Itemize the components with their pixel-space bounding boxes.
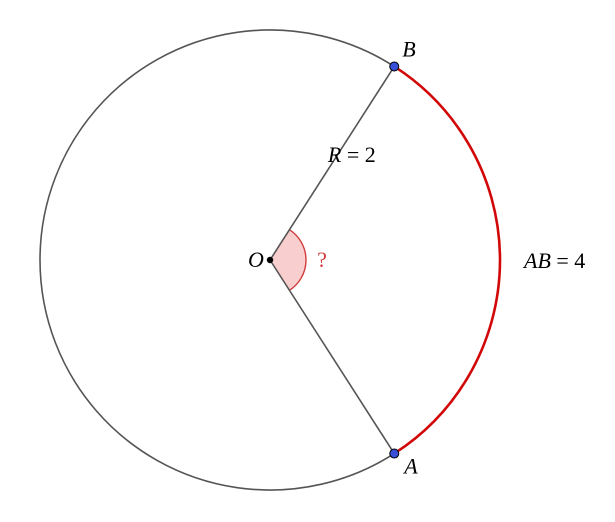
label-O: O — [248, 247, 264, 272]
label-R-equals: R = 2 — [327, 142, 376, 167]
label-A: A — [402, 454, 418, 479]
point-A — [390, 449, 399, 458]
radius-OA — [270, 260, 394, 454]
arc-AB — [394, 66, 500, 453]
label-AB-equals: AB = 4 — [522, 248, 585, 273]
angle-question-mark: ? — [317, 247, 327, 272]
point-B — [390, 62, 399, 71]
angle-sector-fill — [270, 230, 306, 291]
label-B: B — [402, 36, 415, 61]
circle-outline — [40, 30, 394, 490]
point-O — [267, 257, 273, 263]
